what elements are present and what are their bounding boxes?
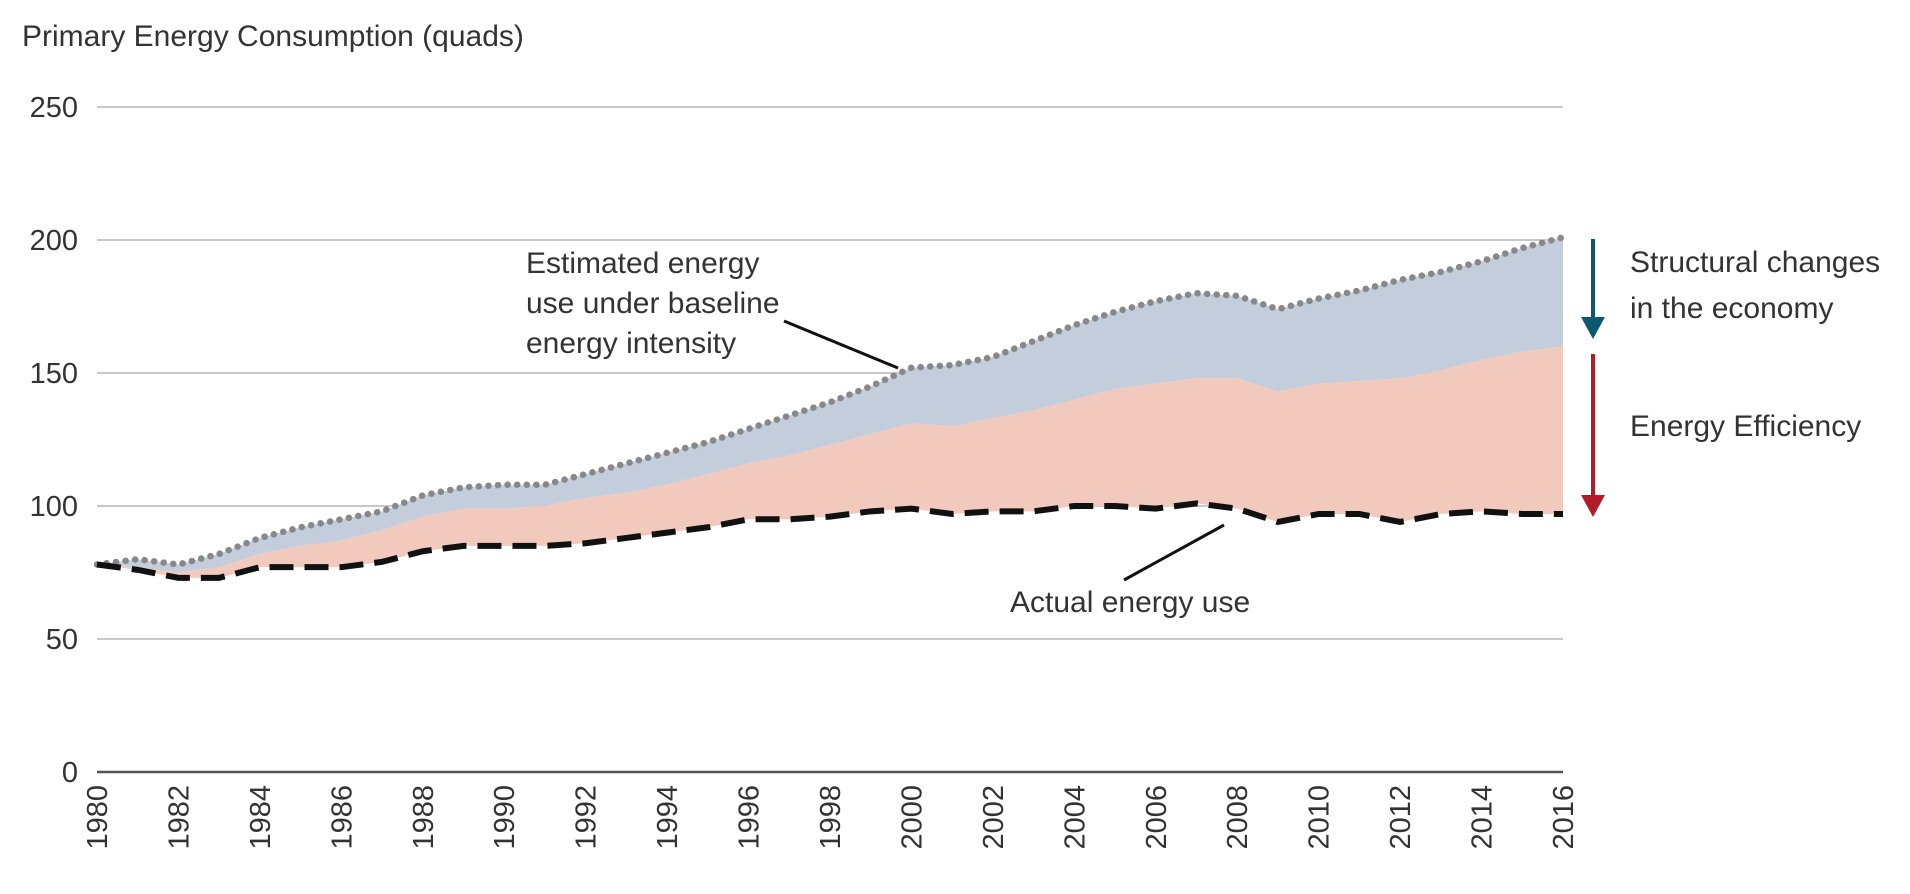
structural-arrow-head <box>1581 317 1605 339</box>
y-axis-title: Primary Energy Consumption (quads) <box>22 20 524 53</box>
y-tick-200: 200 <box>30 225 78 257</box>
baseline-label-line3: energy intensity <box>526 327 736 360</box>
x-tick-2016: 2016 <box>1548 785 1580 850</box>
efficiency-label: Energy Efficiency <box>1630 410 1861 443</box>
x-tick-2004: 2004 <box>1059 785 1091 850</box>
baseline-leader-line <box>783 319 899 370</box>
y-tick-50: 50 <box>46 624 78 656</box>
x-tick-1994: 1994 <box>652 785 684 850</box>
x-tick-1998: 1998 <box>815 785 847 850</box>
y-tick-labels: 0 50 100 150 200 250 <box>30 92 78 789</box>
structural-label-line2: in the economy <box>1630 292 1833 325</box>
x-tick-1980: 1980 <box>82 785 114 850</box>
y-tick-250: 250 <box>30 92 78 124</box>
x-tick-1986: 1986 <box>326 785 358 850</box>
arrows <box>1581 239 1605 517</box>
x-tick-2000: 2000 <box>896 785 928 850</box>
gridlines <box>97 106 1563 774</box>
x-tick-2010: 2010 <box>1304 785 1336 850</box>
energy-efficiency-band <box>97 346 1563 578</box>
baseline-label-line1: Estimated energy <box>526 247 759 280</box>
annotations: Estimated energy use under baseline ener… <box>526 239 1880 619</box>
y-tick-0: 0 <box>62 757 78 789</box>
x-tick-1984: 1984 <box>245 785 277 850</box>
x-tick-1996: 1996 <box>734 785 766 850</box>
baseline-label-line2: use under baseline <box>526 287 780 320</box>
structural-changes-band <box>97 237 1563 573</box>
areas <box>97 237 1563 578</box>
x-tick-2012: 2012 <box>1385 785 1417 850</box>
x-tick-1990: 1990 <box>489 785 521 850</box>
baseline-estimate-line <box>93 234 1567 568</box>
x-tick-2014: 2014 <box>1467 785 1499 850</box>
y-tick-150: 150 <box>30 358 78 390</box>
x-tick-2002: 2002 <box>978 785 1010 850</box>
efficiency-arrow-head <box>1581 495 1605 517</box>
structural-label-line1: Structural changes <box>1630 246 1880 279</box>
x-tick-1988: 1988 <box>408 785 440 850</box>
y-tick-100: 100 <box>30 491 78 523</box>
actual-energy-line <box>96 500 1563 581</box>
actual-label: Actual energy use <box>1010 586 1250 619</box>
actual-leader-line <box>1123 523 1225 582</box>
x-tick-1992: 1992 <box>571 785 603 850</box>
x-tick-labels: 1980 1982 1984 1986 1988 1990 1992 1994 1996 1998… <box>82 785 1580 850</box>
x-tick-2008: 2008 <box>1222 785 1254 850</box>
x-tick-2006: 2006 <box>1141 785 1173 850</box>
x-tick-1982: 1982 <box>163 785 195 850</box>
series-lines <box>93 234 1567 581</box>
